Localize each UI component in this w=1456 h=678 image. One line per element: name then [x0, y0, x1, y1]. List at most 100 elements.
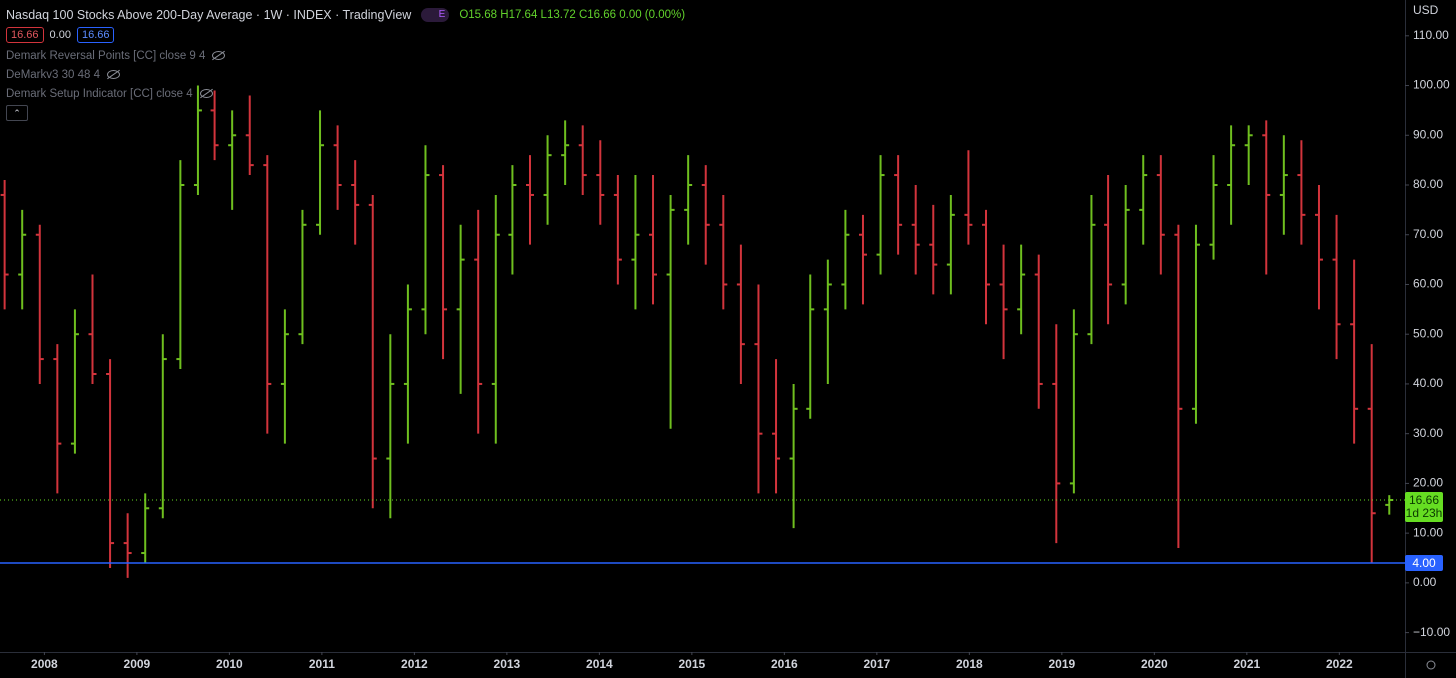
ohlc-bar	[1156, 155, 1165, 275]
ohlc-bar	[176, 160, 185, 370]
ohlc-bar	[806, 274, 815, 419]
ohlc-bar	[684, 155, 693, 245]
currency-label[interactable]: USD	[1413, 3, 1439, 17]
ohlc-bar	[981, 209, 990, 325]
ohlc-bar	[1034, 254, 1043, 409]
ohlc-bar	[1139, 155, 1148, 245]
x-tick-label: 2017	[864, 657, 891, 671]
symbol-title[interactable]: Nasdaq 100 Stocks Above 200-Day Average …	[6, 7, 412, 22]
ohlc-bar	[543, 135, 552, 225]
y-tick-label: −10.00	[1413, 625, 1450, 639]
ohlc-bar	[719, 194, 728, 310]
y-tick-label: 30.00	[1413, 426, 1443, 440]
x-tick-label: 2014	[586, 657, 613, 671]
ohlc-bar	[1314, 185, 1323, 310]
ask-box[interactable]: 16.66	[76, 27, 115, 43]
ohlc-bar	[193, 85, 202, 195]
ohlc-bar	[1174, 224, 1183, 549]
x-tick-label: 2015	[679, 657, 706, 671]
y-tick-label: 110.00	[1413, 28, 1449, 42]
ohlc-bar	[53, 344, 62, 494]
price-label-box	[1405, 554, 1443, 571]
ohlc-bar	[1069, 309, 1078, 494]
last-price-box	[1405, 492, 1443, 523]
ohlc-bar	[1227, 125, 1236, 225]
ohlc-bar	[1262, 120, 1271, 275]
ohlc-bar	[368, 194, 377, 509]
ohlc-bar	[0, 180, 9, 310]
ohlc-bar	[1244, 125, 1253, 186]
ohlc-label: C	[578, 8, 588, 21]
plot-area	[0, 85, 1405, 578]
ohlc-bar	[858, 214, 867, 305]
ohlc-bar	[421, 145, 430, 335]
indicator-row[interactable]: Demark Setup Indicator [CC] close 4	[6, 84, 685, 103]
indicator-row[interactable]: DeMarkv3 30 48 4	[6, 65, 685, 84]
x-tick-label: 2021	[1233, 657, 1260, 671]
ohlc-bar	[123, 513, 132, 578]
ohlc-bar	[578, 125, 587, 195]
ohlc-bar	[876, 155, 885, 275]
ohlc-bar	[491, 194, 500, 444]
y-tick-label: 80.00	[1413, 177, 1443, 191]
event-toggle[interactable]: E	[421, 7, 450, 22]
ohlc-label: L	[540, 8, 547, 21]
x-tick-label: 2022	[1326, 657, 1353, 671]
bid-box[interactable]: 16.66	[6, 27, 44, 43]
ohlc-bar	[964, 150, 973, 245]
open-value: 15.68	[468, 8, 498, 21]
settings-icon[interactable]	[1426, 660, 1436, 670]
hide-icon[interactable]	[212, 51, 226, 60]
ohlc-bar	[823, 259, 832, 384]
low-value: 13.72	[546, 8, 576, 21]
ohlc-bar	[403, 284, 412, 444]
x-tick-label: 2012	[401, 657, 428, 671]
price-label: 4.00	[1412, 556, 1436, 570]
y-tick-label: 10.00	[1413, 525, 1443, 539]
x-tick-label: 2016	[771, 657, 798, 671]
indicator-name: Demark Setup Indicator [CC] close 4	[6, 87, 193, 100]
hide-icon[interactable]	[199, 89, 213, 98]
ohlc-bar	[701, 165, 710, 265]
collapse-row: ⌃	[6, 103, 685, 122]
title-row: Nasdaq 100 Stocks Above 200-Day Average …	[6, 5, 685, 24]
y-tick-label: 0.00	[1413, 575, 1437, 589]
ohlc-bar	[1279, 135, 1288, 235]
countdown-label: 1d 23h	[1406, 506, 1443, 520]
ohlc-bar	[474, 209, 483, 434]
ohlc-bar	[316, 110, 325, 235]
change-value: 0.00 (0.00%)	[619, 8, 686, 21]
ohlc-bar	[841, 209, 850, 310]
x-tick-label: 2010	[216, 657, 243, 671]
ohlc-bar	[736, 244, 745, 384]
close-value: 16.66	[587, 8, 617, 21]
x-tick-label: 2011	[309, 657, 335, 671]
y-tick-label: 90.00	[1413, 127, 1443, 141]
ohlc-bar	[946, 194, 955, 295]
x-tick-label: 2019	[1048, 657, 1075, 671]
ohlc-bar	[1209, 155, 1218, 260]
indicator-row[interactable]: Demark Reversal Points [CC] close 9 4	[6, 46, 685, 65]
ohlc-bar	[1385, 495, 1394, 515]
legend: Nasdaq 100 Stocks Above 200-Day Average …	[6, 5, 685, 122]
ohlc-values: O15.68 H17.64 L13.72 C16.66 0.00 (0.00%)	[459, 9, 685, 21]
ohlc-bar	[613, 175, 622, 285]
x-tick-label: 2013	[494, 657, 521, 671]
ohlc-bar	[1087, 194, 1096, 345]
ohlc-bar	[210, 90, 219, 161]
y-tick-label: 40.00	[1413, 376, 1443, 390]
hide-icon[interactable]	[106, 70, 120, 79]
quote-row: 16.66 0.00 16.66	[6, 24, 685, 46]
ohlc-bar	[228, 110, 237, 210]
ohlc-bar	[456, 224, 465, 394]
ohlc-bar	[245, 95, 254, 176]
ohlc-bar	[911, 185, 920, 275]
y-tick-label: 20.00	[1413, 476, 1443, 490]
ohlc-bar	[1121, 185, 1130, 305]
ohlc-bar	[596, 140, 605, 225]
ohlc-bar	[754, 284, 763, 494]
spread: 0.00	[49, 29, 71, 41]
ohlc-bar	[106, 359, 115, 568]
collapse-button[interactable]: ⌃	[6, 104, 28, 121]
